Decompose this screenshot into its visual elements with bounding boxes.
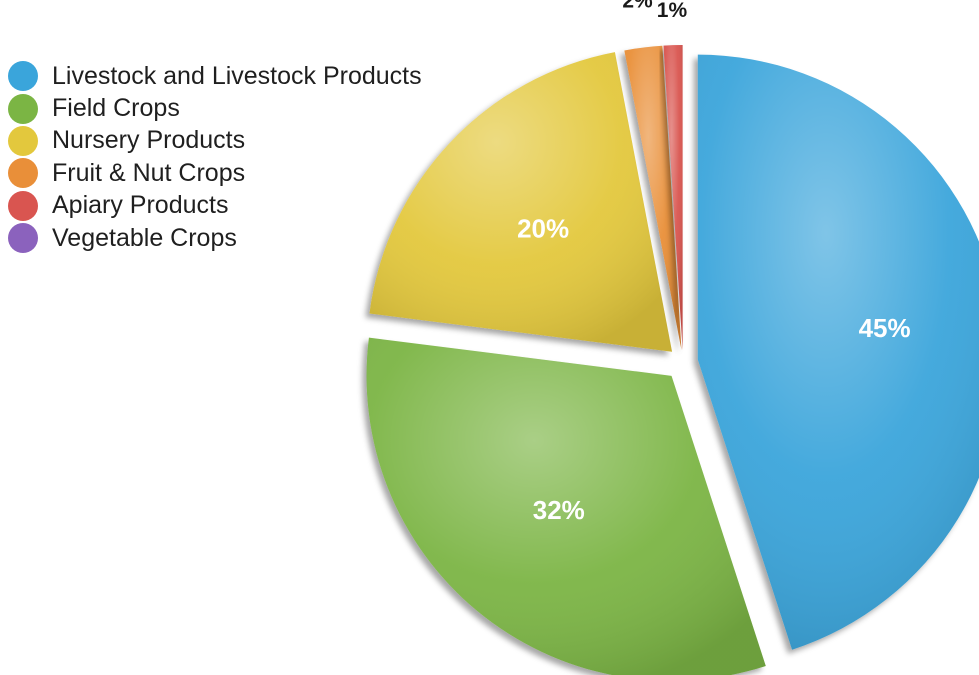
legend-label: Livestock and Livestock Products	[52, 61, 422, 90]
pie-slice-sheen	[366, 337, 766, 675]
pie-slice	[624, 45, 682, 351]
slice-value-label: 2%	[622, 0, 653, 13]
legend-swatch	[8, 223, 38, 254]
slice-value-label: 32%	[533, 495, 585, 525]
legend-item: Field Crops	[8, 92, 422, 124]
legend-item: Apiary Products	[8, 190, 422, 222]
pie-slices	[366, 45, 979, 675]
pie-slice-sheen	[369, 52, 673, 352]
pie-slice-sheen	[624, 45, 682, 351]
slice-value-label: 45%	[859, 313, 911, 343]
pie-slice	[697, 54, 979, 650]
legend-label: Fruit & Nut Crops	[52, 158, 246, 187]
pie-slice-sheen	[697, 54, 979, 650]
pie-slice	[663, 45, 683, 351]
pie-slice-sheen	[663, 45, 683, 351]
legend-item: Nursery Products	[8, 125, 422, 157]
legend-item: Livestock and Livestock Products	[8, 60, 422, 92]
pie-slice	[369, 52, 673, 352]
legend-item: Vegetable Crops	[8, 222, 422, 254]
pie-slice	[366, 337, 766, 675]
legend-label: Nursery Products	[52, 126, 246, 155]
pie-labels: 45% 32% 20% 2% 1%	[517, 0, 911, 525]
slice-value-label: 1%	[657, 0, 688, 22]
legend-swatch	[8, 93, 38, 124]
legend-label: Apiary Products	[52, 191, 229, 220]
legend-label: Field Crops	[52, 94, 180, 123]
legend-swatch	[8, 190, 38, 221]
legend-label: Vegetable Crops	[52, 223, 237, 252]
legend-swatch	[8, 61, 38, 92]
legend-item: Fruit & Nut Crops	[8, 157, 422, 189]
legend-swatch	[8, 158, 38, 189]
chart-legend: Livestock and Livestock Products Field Cr…	[8, 60, 422, 254]
legend-swatch	[8, 125, 38, 156]
slice-value-label: 20%	[517, 214, 569, 244]
